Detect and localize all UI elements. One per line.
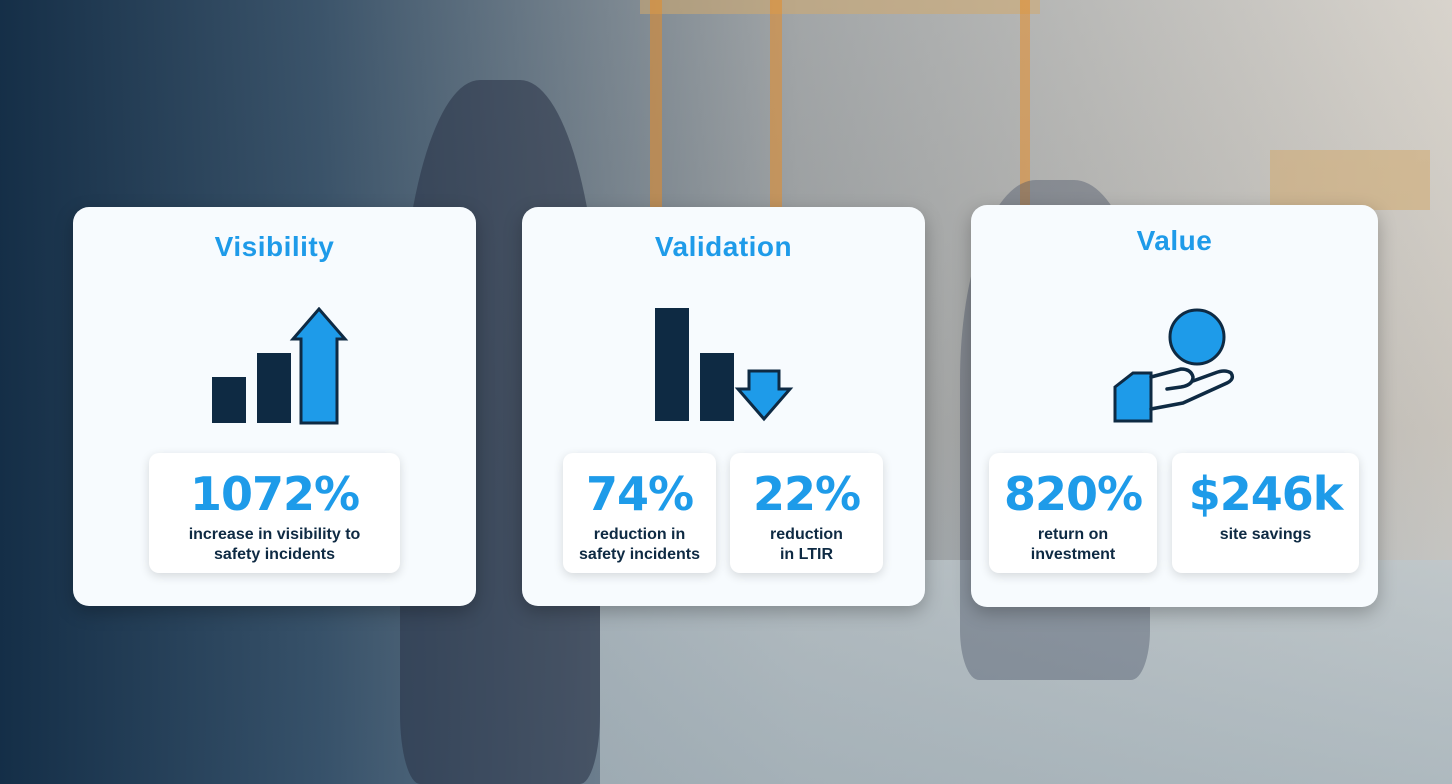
card-title: Value bbox=[1136, 225, 1213, 256]
stat-label: reduction in LTIR bbox=[770, 526, 843, 563]
stat-safety-incidents-reduction: 74% reduction in safety incidents bbox=[563, 453, 716, 573]
visibility-card: Visibility 1072% increase in visibility … bbox=[73, 207, 476, 606]
stat-visibility-increase: 1072% increase in visibility to safety i… bbox=[149, 453, 400, 573]
bar-chart-down-arrow-icon bbox=[655, 308, 794, 422]
stat-label: return on investment bbox=[1030, 526, 1116, 563]
hand-holding-coin-icon bbox=[1113, 308, 1235, 423]
stat-label: reduction in safety incidents bbox=[579, 526, 700, 563]
stat-value: 22% bbox=[752, 467, 861, 521]
stat-value: 820% bbox=[1003, 467, 1143, 521]
validation-card: Validation 74% reduction in safety incid… bbox=[522, 207, 925, 606]
stat-value: $246k bbox=[1188, 467, 1344, 521]
stat-value: 1072% bbox=[189, 467, 360, 521]
stat-site-savings: $246k site savings bbox=[1172, 453, 1359, 573]
stat-label: site savings bbox=[1219, 526, 1312, 543]
bar-chart-up-arrow-icon bbox=[212, 307, 349, 425]
stat-value: 74% bbox=[585, 467, 694, 521]
shelf-boxes bbox=[1270, 150, 1430, 210]
shelf-beam bbox=[640, 0, 1040, 14]
stat-ltir-reduction: 22% reduction in LTIR bbox=[730, 453, 883, 573]
stat-return-on-investment: 820% return on investment bbox=[989, 453, 1157, 573]
stat-label: increase in visibility to safety inciden… bbox=[188, 526, 361, 563]
card-title: Visibility bbox=[214, 231, 335, 262]
card-title: Validation bbox=[654, 231, 793, 262]
value-card: Value 820% return on investment $246k si… bbox=[971, 205, 1378, 607]
